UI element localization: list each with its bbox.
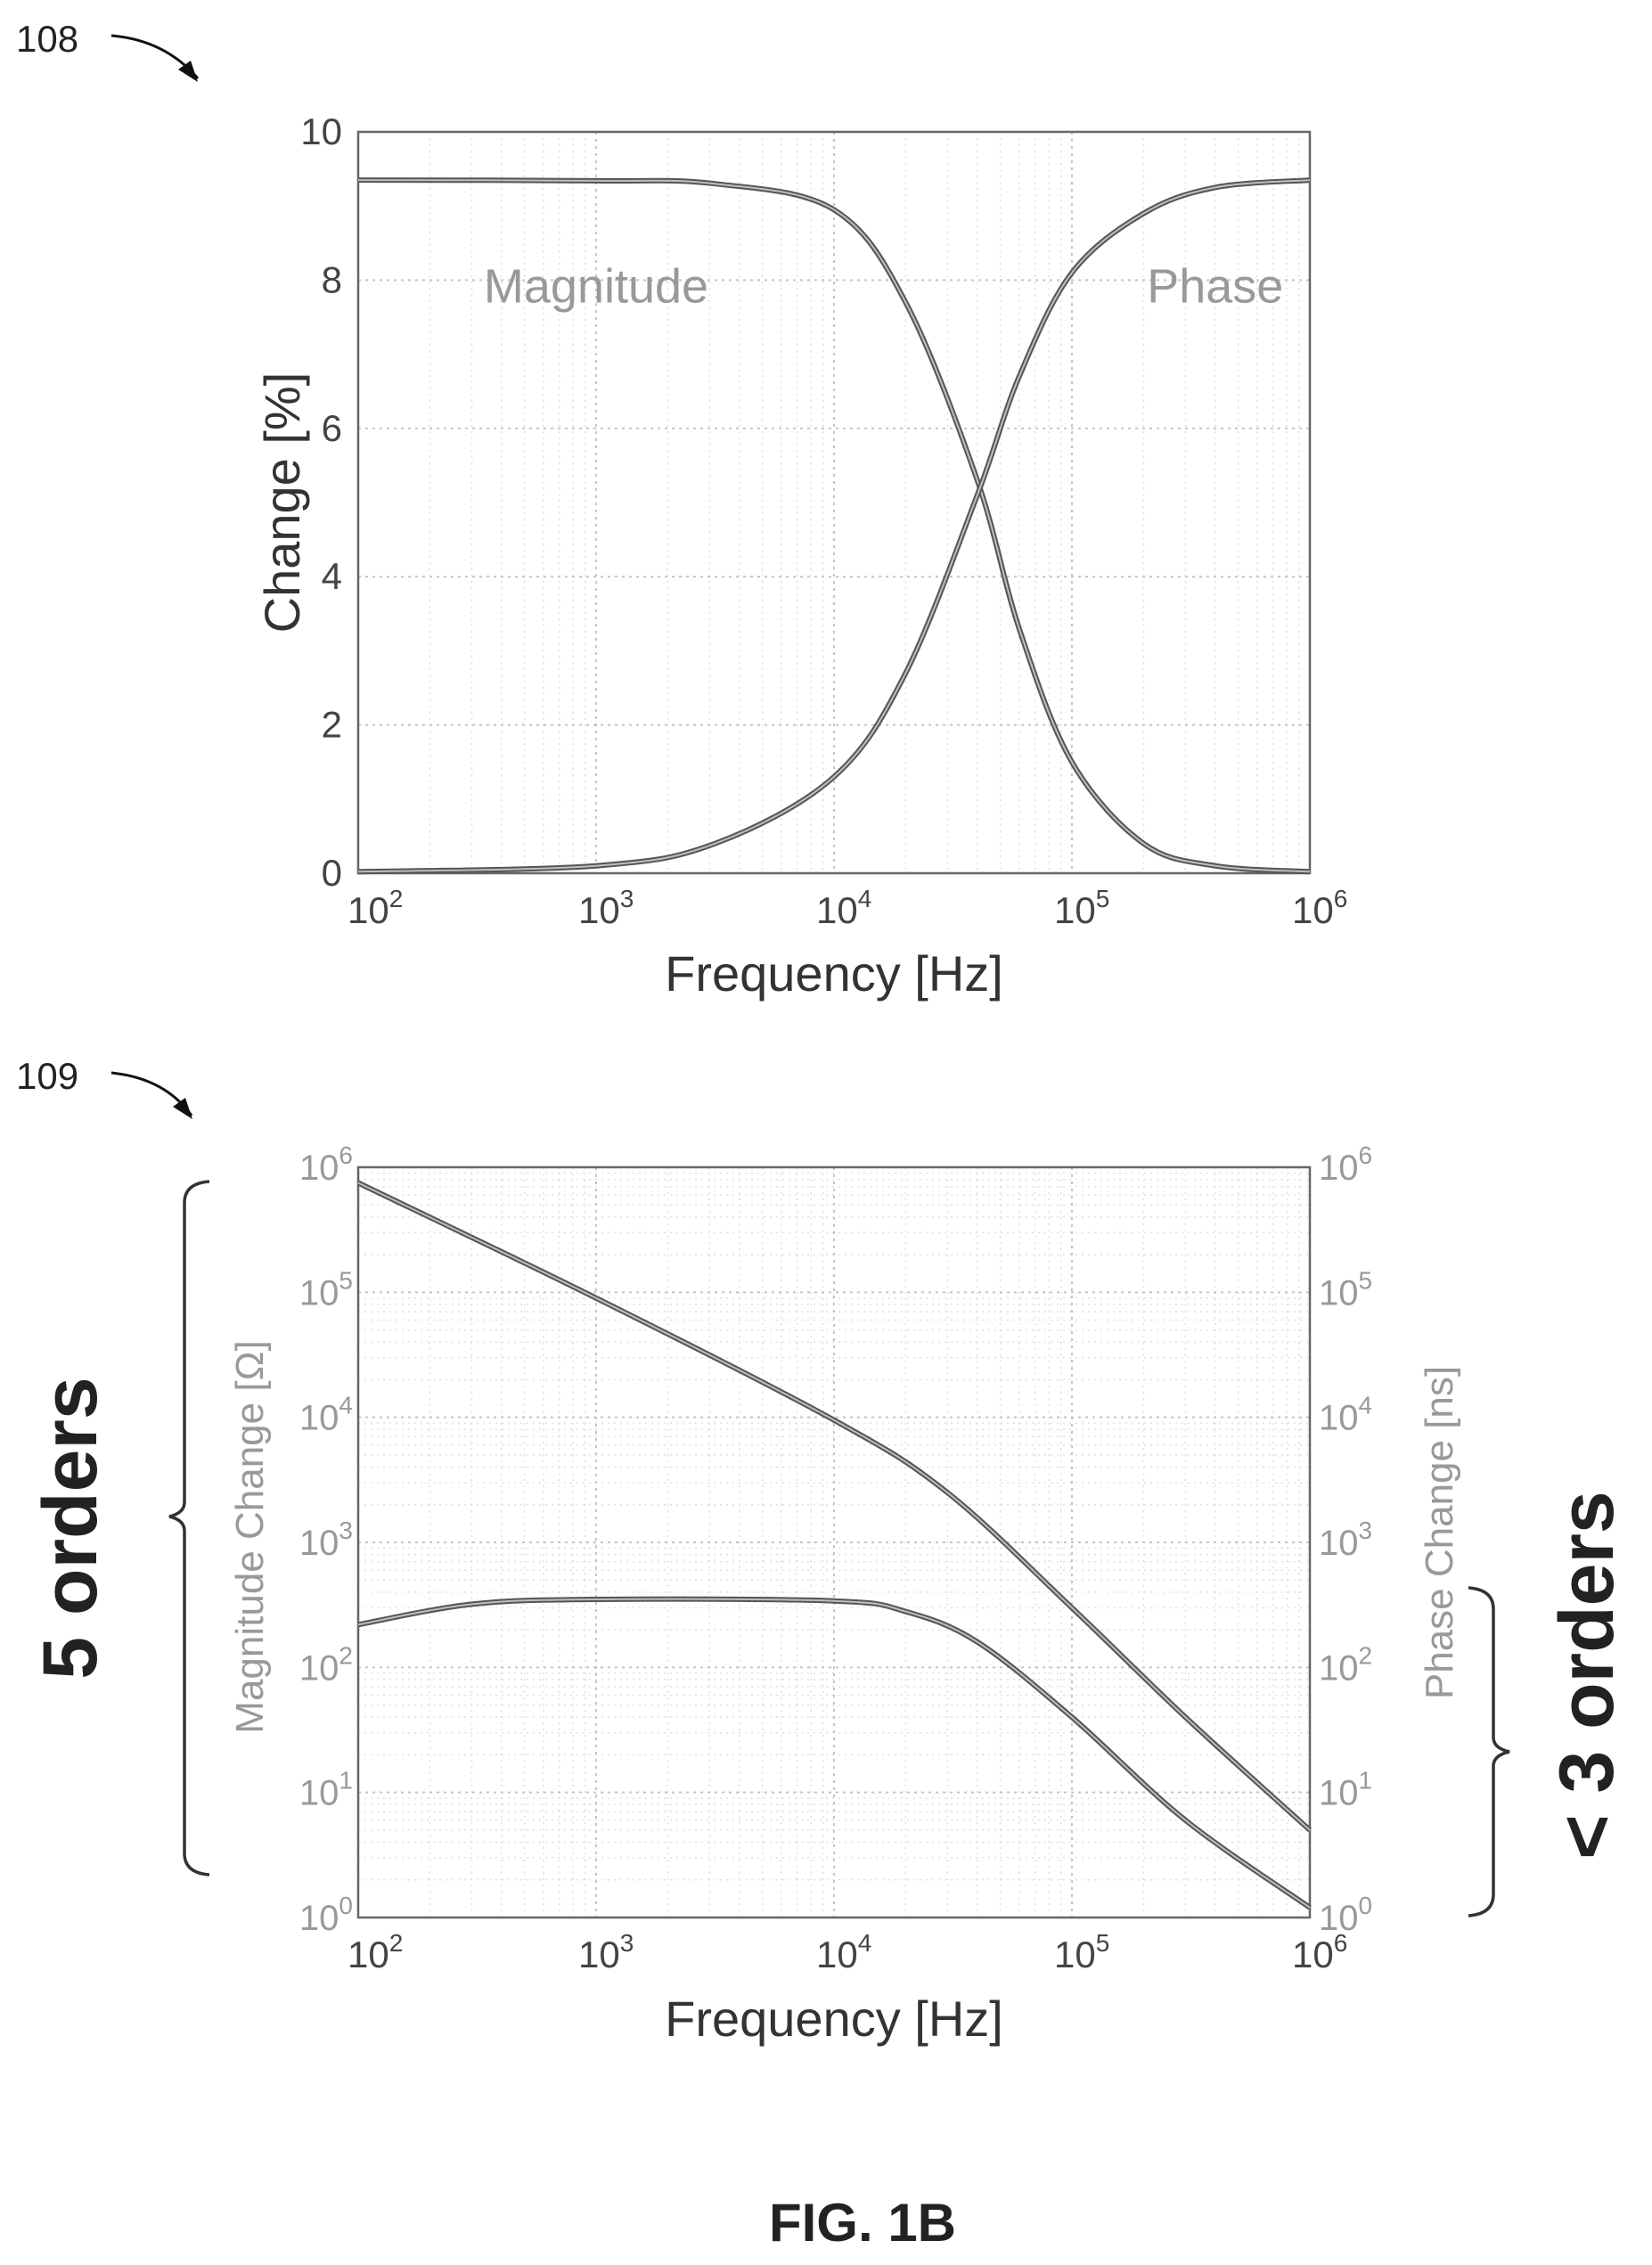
annotation-phase: Phase — [1147, 259, 1283, 313]
x-tick-label: 105 — [1054, 885, 1109, 931]
y-tick-label: 4 — [322, 555, 342, 597]
y-tick-label-left: 104 — [299, 1392, 353, 1438]
y-tick-label-right: 103 — [1319, 1517, 1372, 1563]
annotation-magnitude: Magnitude — [484, 259, 708, 313]
x-tick-label: 102 — [348, 885, 403, 931]
y-tick-label-left: 101 — [299, 1767, 353, 1813]
less-than-three-orders-label: < 3 orders — [1544, 1491, 1630, 1860]
chart-108: 102 103 104 105 106 0 2 4 6 8 10 Magnitude Phase F… — [254, 110, 1347, 1002]
x-tick-label: 103 — [578, 885, 634, 931]
x-tick-label: 104 — [816, 1929, 871, 1975]
ref-109-label: 109 — [16, 1055, 78, 1097]
x-tick-label: 106 — [1292, 1929, 1347, 1975]
chart-109-grid — [357, 1166, 1311, 1918]
right-brace — [1468, 1586, 1510, 1917]
x-tick-label: 106 — [1292, 885, 1347, 931]
chart-109-x-ticks: 102 103 104 105 106 — [348, 1929, 1347, 1975]
y-tick-label: 0 — [322, 852, 342, 894]
chart-108-grid — [357, 131, 1311, 874]
figure-caption: FIG. 1B — [769, 2193, 956, 2253]
left-brace — [168, 1180, 210, 1877]
x-tick-label: 104 — [816, 885, 871, 931]
chart-109-y-axis-label-right: Phase Change [ns] — [1418, 1366, 1461, 1699]
chart-109-frame — [356, 1165, 1312, 1919]
y-tick-label-left: 103 — [299, 1517, 353, 1563]
x-tick-label: 103 — [578, 1929, 634, 1975]
y-tick-label-left: 106 — [299, 1141, 353, 1188]
chart-108-y-axis-label: Change [%] — [254, 372, 310, 634]
series-line-highlight — [357, 1598, 1311, 1909]
series-line-highlight — [357, 179, 1311, 873]
chart-108-series — [357, 177, 1311, 875]
y-tick-label-right: 101 — [1319, 1767, 1372, 1813]
y-tick-label-right: 100 — [1319, 1892, 1372, 1938]
y-tick-label-left: 105 — [299, 1266, 353, 1312]
chart-108-frame — [356, 130, 1312, 875]
y-tick-label-right: 104 — [1319, 1392, 1372, 1438]
ref-108-arrowhead — [178, 61, 198, 82]
series-line-highlight — [357, 1182, 1311, 1831]
chart-108-annotations: Magnitude Phase — [484, 259, 1283, 313]
ref-109-arrowhead — [173, 1098, 192, 1119]
y-tick-label: 10 — [300, 110, 342, 152]
ref-108-label: 108 — [16, 18, 78, 60]
chart-109-y-ticks-left: 100 101 102 103 104 105 106 — [299, 1141, 353, 1938]
y-tick-label: 6 — [322, 407, 342, 449]
chart-109-x-axis-label: Frequency [Hz] — [665, 1991, 1003, 2047]
chart-109-y-ticks-right: 100 101 102 103 104 105 106 — [1319, 1141, 1372, 1938]
x-tick-label: 105 — [1054, 1929, 1109, 1975]
y-tick-label: 8 — [322, 258, 342, 300]
x-tick-label: 102 — [348, 1929, 403, 1975]
y-tick-label-right: 106 — [1319, 1141, 1372, 1188]
five-orders-label: 5 orders — [28, 1377, 113, 1679]
series-line-highlight — [357, 179, 1311, 873]
y-tick-label-right: 102 — [1319, 1641, 1372, 1688]
y-tick-label-right: 105 — [1319, 1266, 1372, 1312]
y-tick-label: 2 — [322, 704, 342, 746]
chart-109: 102 103 104 105 106 100 101 102 103 104 105 106 10… — [228, 1141, 1461, 2047]
chart-109-y-axis-label-left: Magnitude Change [Ω] — [228, 1340, 272, 1733]
chart-109-series — [356, 1180, 1313, 1910]
y-tick-label-left: 100 — [299, 1892, 353, 1938]
chart-108-x-ticks: 102 103 104 105 106 — [348, 885, 1347, 931]
chart-108-y-ticks: 0 2 4 6 8 10 — [300, 110, 342, 894]
y-tick-label-left: 102 — [299, 1641, 353, 1688]
chart-108-x-axis-label: Frequency [Hz] — [665, 945, 1003, 1002]
